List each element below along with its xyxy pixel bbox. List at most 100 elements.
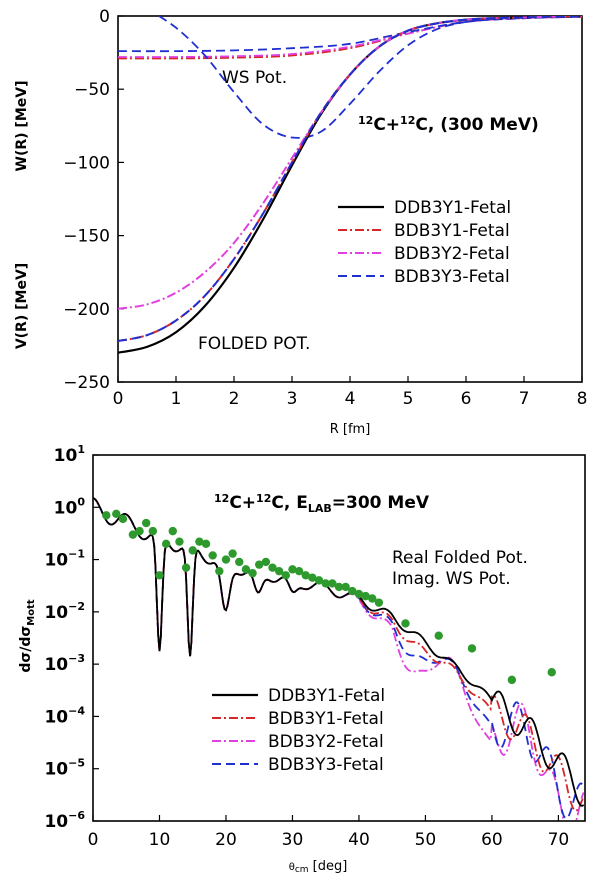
legend-top: DDB3Y1-Fetal BDB3Y1-Fetal BDB3Y2-Fetal BDB3… [338,198,511,287]
y-tick-label-bottom: 10−5 [44,757,85,780]
data-point [261,557,271,567]
data-point [321,579,330,588]
x-axis-label-top: R [fm] [330,422,371,437]
data-point [507,675,517,685]
potential-chart: 0 1 2 3 4 5 6 7 8 0 −50 −100 −150 −200 −250 W(R) [MeV]… [14,7,587,437]
chart-title-top: 12C+12C, (300 MeV) [358,114,539,135]
x-tick-label-bottom: 40 [348,830,370,850]
data-point [348,586,357,596]
chart-title-bottom: 12C+12C, ELAB=300 MeV [214,492,430,515]
data-point [201,539,211,549]
data-point [112,509,121,519]
data-point [341,582,350,592]
data-point [155,571,164,580]
data-point [268,563,277,572]
legend-entry: DDB3Y1-Fetal [394,198,511,218]
annotation-real-folded: Real Folded Pot. [392,548,528,568]
legend-bottom: DDB3Y1-Fetal BDB3Y1-Fetal BDB3Y2-Fetal BDB3… [212,686,385,775]
data-point [328,579,337,588]
x-tick-label-bottom: 10 [149,830,171,850]
data-point [228,549,237,558]
experimental-points [102,509,556,685]
series-line [118,16,582,354]
data-point [215,566,224,576]
y-tick-label-top: 0 [99,7,110,27]
data-point [175,537,184,546]
y-tick-label-top: −250 [63,373,110,393]
data-point [221,555,231,564]
plot-frame-top [117,15,583,383]
series-line [118,16,582,310]
data-point [314,576,324,585]
data-point [255,560,264,569]
x-tick-label-top: 3 [287,389,298,409]
x-tick-label-bottom: 70 [548,830,570,850]
data-point [208,551,217,560]
data-point [334,582,344,592]
y-tick-label-top: −50 [74,80,110,100]
data-point [118,514,128,524]
y-tick-label-bottom: 10−4 [44,704,85,727]
x-tick-label-bottom: 50 [415,830,437,850]
y-axis-label-top: W(R) [MeV] [14,81,30,172]
legend-entry: BDB3Y3-Fetal [268,755,384,775]
data-point [434,631,443,640]
data-point [168,526,177,536]
data-point [161,539,171,549]
y-tick-label-top: −100 [63,153,110,173]
bottom-curves [93,497,585,821]
x-tick-label-top: 5 [403,389,414,409]
ws-curve [118,16,582,53]
data-point [288,565,297,574]
legend-entry: BDB3Y2-Fetal [394,244,510,264]
annotation-ws: WS Pot. [222,68,287,88]
x-tick-label-bottom: 60 [481,830,503,850]
x-axis-label-bottom: θcm [deg] [289,859,348,875]
y-tick-label-top: −200 [63,300,110,320]
legend-entry: BDB3Y2-Fetal [268,732,384,752]
annotation-imag-ws: Imag. WS Pot. [392,569,511,589]
y-tick-label-bottom: 101 [54,443,85,466]
data-point [374,598,384,607]
y-tick-label-top: −150 [63,227,110,247]
x-tick-label-top: 4 [345,389,356,409]
legend-entry: BDB3Y3-Fetal [394,267,510,287]
legend-entry: BDB3Y1-Fetal [268,709,384,729]
legend-entry: DDB3Y1-Fetal [268,686,385,706]
data-point [308,573,317,582]
data-point [135,526,144,536]
data-point [141,518,151,528]
data-point [547,668,556,677]
x-tick-label-top: 8 [577,389,588,409]
data-point [354,589,364,599]
annotation-folded: FOLDED POT. [198,334,310,354]
series-line [118,16,582,342]
data-point [301,571,310,580]
series-line [93,497,585,807]
legend-entry: BDB3Y1-Fetal [394,221,510,241]
y-axis-label-cross-section: dσ/dσMott [18,599,37,673]
bottom-axis-ticks: 0 10 20 30 40 50 60 70 101 100 10−1 10−2 10−3 10−4 10−… [44,443,569,850]
data-point [235,557,244,567]
y-tick-label-bottom: 10−3 [44,652,85,675]
data-point [361,591,370,601]
x-tick-label-bottom: 20 [215,830,237,850]
series-line [118,16,582,342]
data-point [128,530,138,539]
x-tick-label-top: 0 [113,389,124,409]
x-tick-label-top: 7 [519,389,530,409]
data-point [368,594,377,603]
x-tick-label-bottom: 30 [282,830,304,850]
data-point [467,644,477,653]
data-point [102,511,111,520]
x-tick-label-bottom: 0 [88,830,99,850]
y-tick-label-bottom: 100 [54,495,86,518]
data-point [248,568,257,578]
ws-curve [157,16,582,139]
data-point [148,526,158,536]
data-point [401,619,410,628]
data-point [181,563,191,572]
plot-frame-bottom [92,454,586,822]
y-tick-label-bottom: 10−2 [44,600,85,623]
